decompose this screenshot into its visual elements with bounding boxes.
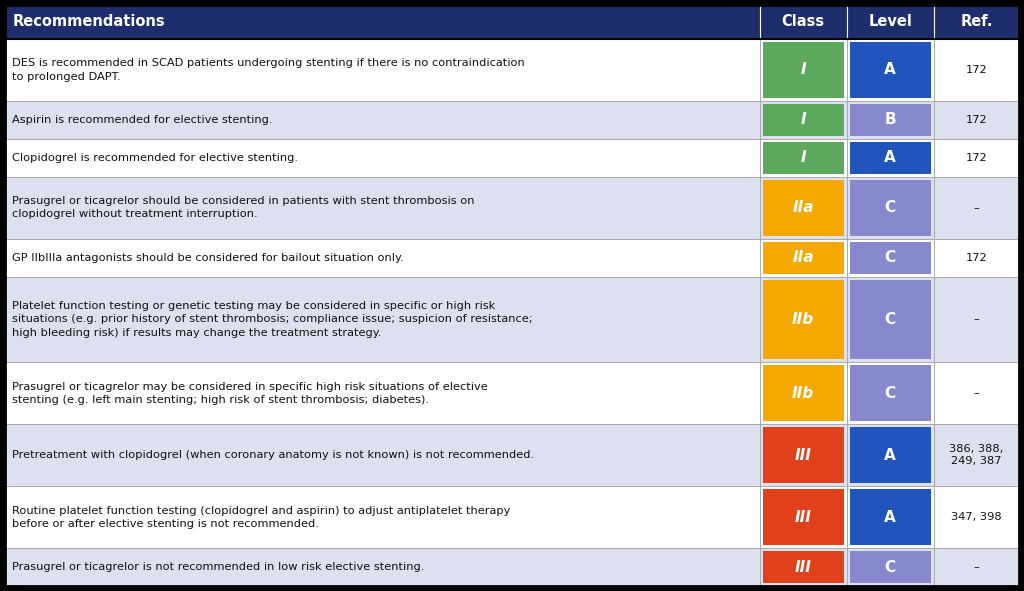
Text: A: A: [885, 448, 896, 463]
Text: 172: 172: [966, 153, 987, 163]
Bar: [763, 280, 844, 359]
Bar: [5, 362, 1019, 424]
Bar: [763, 180, 844, 236]
Text: Ref.: Ref.: [961, 15, 992, 30]
Bar: [763, 142, 844, 174]
Bar: [5, 277, 1019, 362]
Bar: [850, 489, 931, 545]
Text: –: –: [974, 203, 979, 213]
Text: A: A: [885, 63, 896, 77]
Bar: [763, 242, 844, 274]
Text: B: B: [885, 112, 896, 127]
Text: IIb: IIb: [793, 312, 814, 327]
Text: Prasugrel or ticagrelor should be considered in patients with stent thrombosis o: Prasugrel or ticagrelor should be consid…: [12, 196, 474, 219]
Text: Prasugrel or ticagrelor may be considered in specific high risk situations of el: Prasugrel or ticagrelor may be considere…: [12, 382, 487, 405]
Bar: [850, 42, 931, 98]
Text: C: C: [885, 312, 896, 327]
Text: Platelet function testing or genetic testing may be considered in specific or hi: Platelet function testing or genetic tes…: [12, 301, 532, 337]
Bar: [850, 365, 931, 421]
Text: I: I: [801, 150, 806, 165]
Text: 386, 388,
249, 387: 386, 388, 249, 387: [949, 444, 1004, 466]
Text: Level: Level: [868, 15, 912, 30]
Text: 172: 172: [966, 252, 987, 262]
Text: –: –: [974, 314, 979, 324]
Text: Routine platelet function testing (clopidogrel and aspirin) to adjust antiplatel: Routine platelet function testing (clopi…: [12, 505, 510, 529]
Text: Prasugrel or ticagrelor is not recommended in low risk elective stenting.: Prasugrel or ticagrelor is not recommend…: [12, 562, 424, 572]
Text: III: III: [795, 560, 812, 574]
Text: Clopidogrel is recommended for elective stenting.: Clopidogrel is recommended for elective …: [12, 153, 298, 163]
Text: C: C: [885, 386, 896, 401]
Bar: [763, 551, 844, 583]
Bar: [763, 427, 844, 483]
Bar: [850, 280, 931, 359]
Bar: [5, 424, 1019, 486]
Bar: [763, 42, 844, 98]
Bar: [5, 548, 1019, 586]
Text: I: I: [801, 112, 806, 127]
Text: Aspirin is recommended for elective stenting.: Aspirin is recommended for elective sten…: [12, 115, 272, 125]
Text: IIa: IIa: [793, 200, 814, 215]
Bar: [850, 104, 931, 136]
Bar: [5, 139, 1019, 177]
Bar: [5, 177, 1019, 239]
Bar: [850, 427, 931, 483]
Text: IIb: IIb: [793, 386, 814, 401]
Text: III: III: [795, 509, 812, 525]
Text: Class: Class: [781, 15, 824, 30]
Text: –: –: [974, 388, 979, 398]
Bar: [763, 365, 844, 421]
Bar: [5, 101, 1019, 139]
Text: GP IIbIIIa antagonists should be considered for bailout situation only.: GP IIbIIIa antagonists should be conside…: [12, 252, 403, 262]
Text: 172: 172: [966, 65, 987, 75]
Text: Pretreatment with clopidogrel (when coronary anatomy is not known) is not recomm: Pretreatment with clopidogrel (when coro…: [12, 450, 535, 460]
Bar: [5, 239, 1019, 277]
Bar: [5, 486, 1019, 548]
Text: C: C: [885, 560, 896, 574]
Text: C: C: [885, 250, 896, 265]
Text: DES is recommended in SCAD patients undergoing stenting if there is no contraind: DES is recommended in SCAD patients unde…: [12, 59, 524, 82]
Text: A: A: [885, 509, 896, 525]
Text: Recommendations: Recommendations: [13, 15, 166, 30]
Bar: [5, 39, 1019, 101]
Text: 172: 172: [966, 115, 987, 125]
Bar: [850, 242, 931, 274]
Bar: [850, 551, 931, 583]
Text: 347, 398: 347, 398: [951, 512, 1001, 522]
Text: I: I: [801, 63, 806, 77]
Bar: [763, 489, 844, 545]
Bar: [850, 142, 931, 174]
Text: C: C: [885, 200, 896, 215]
Bar: [850, 180, 931, 236]
Bar: [5, 5, 1019, 39]
Bar: [763, 104, 844, 136]
Text: –: –: [974, 562, 979, 572]
Text: III: III: [795, 448, 812, 463]
Text: IIa: IIa: [793, 250, 814, 265]
Text: A: A: [885, 150, 896, 165]
